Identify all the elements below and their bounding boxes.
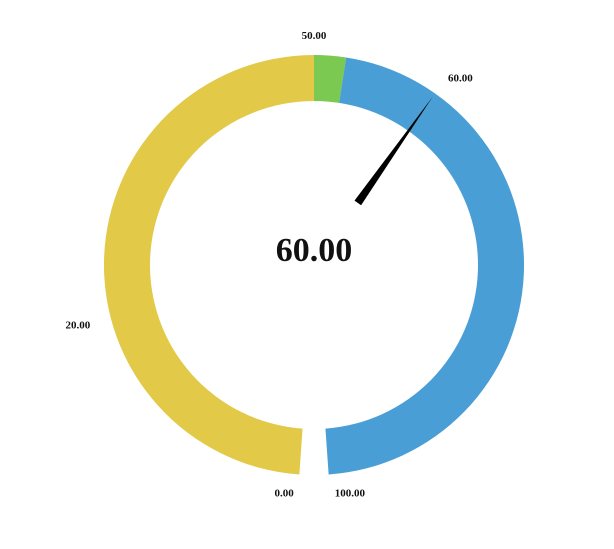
gauge-band-1 [314,55,347,103]
tick-label-1: 20.00 [65,320,90,332]
gauge-tick-labels: 0.00 20.00 50.00 60.00 100.00 [65,30,473,499]
gauge-bands [103,54,525,475]
gauge-needle [354,96,433,206]
tick-label-3: 60.00 [448,73,473,85]
gauge-band-2 [325,57,525,475]
tick-label-4: 100.00 [335,487,366,499]
tick-label-0: 0.00 [274,487,294,499]
gauge-band-0 [103,54,314,475]
tick-label-2: 50.00 [302,30,327,42]
gauge-value-label: 60.00 [276,232,353,269]
